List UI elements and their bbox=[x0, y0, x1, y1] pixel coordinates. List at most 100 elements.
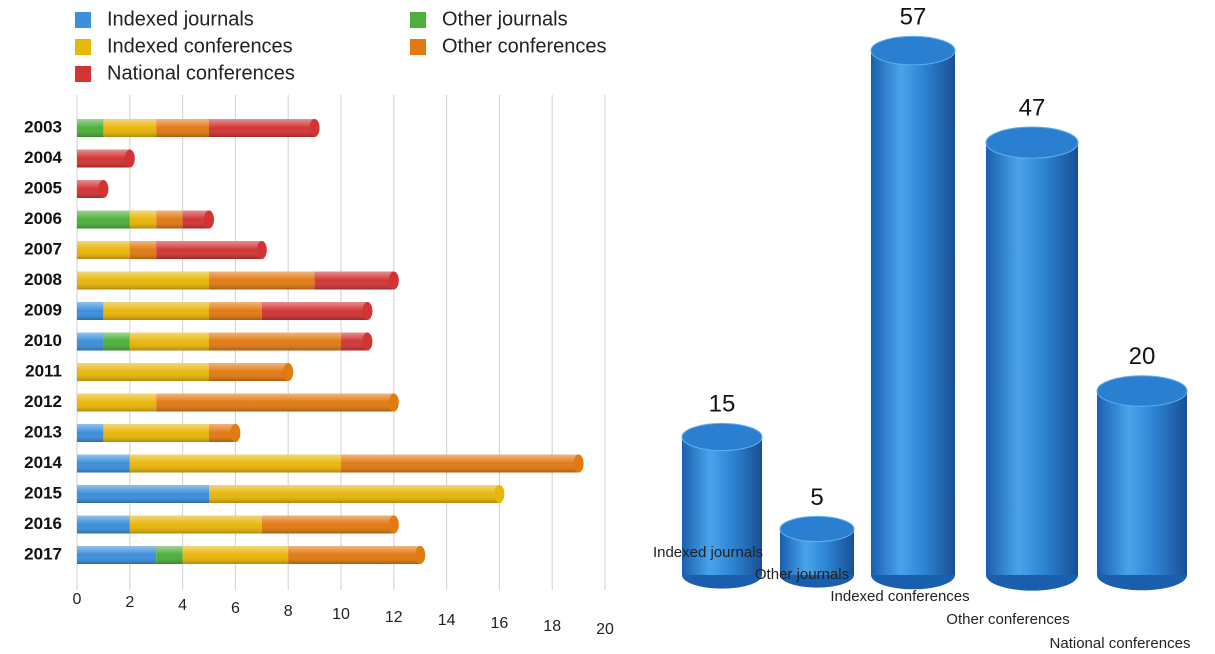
y-tick-label: 2006 bbox=[24, 209, 62, 228]
bar-gloss bbox=[77, 241, 130, 259]
bar-gloss bbox=[209, 363, 289, 381]
legend-swatch bbox=[75, 39, 91, 55]
bar-cap bbox=[388, 515, 399, 534]
y-tick-label: 2013 bbox=[24, 422, 62, 441]
y-tick-label: 2005 bbox=[24, 178, 62, 197]
bar-gloss bbox=[77, 393, 157, 412]
bar-gloss bbox=[77, 210, 130, 229]
value-label: 5 bbox=[810, 484, 823, 511]
category-label: Indexed conferences bbox=[830, 588, 969, 605]
legend-label: Indexed conferences bbox=[107, 35, 293, 57]
bar-gloss bbox=[129, 454, 341, 473]
legend-label: Indexed journals bbox=[107, 8, 254, 30]
y-tick-label: 2010 bbox=[24, 331, 62, 350]
bar-cap bbox=[256, 241, 267, 259]
bar-cap bbox=[388, 271, 399, 290]
bar-gloss bbox=[103, 302, 209, 320]
y-tick-label: 2004 bbox=[24, 148, 62, 167]
x-tick-label: 18 bbox=[543, 618, 561, 635]
cylinder-top bbox=[870, 35, 956, 66]
cylinder-top bbox=[985, 126, 1079, 159]
bar-gloss bbox=[77, 424, 104, 442]
value-label: 57 bbox=[900, 4, 927, 31]
bar-gloss bbox=[156, 119, 209, 137]
bar-gloss bbox=[261, 515, 394, 534]
bar-cap bbox=[283, 363, 294, 381]
bar-gloss bbox=[77, 363, 209, 381]
bar-cap bbox=[230, 424, 241, 442]
bar-gloss bbox=[288, 546, 421, 564]
value-label: 20 bbox=[1129, 343, 1156, 370]
y-tick-label: 2014 bbox=[24, 453, 62, 472]
x-tick-label: 8 bbox=[284, 603, 293, 620]
cylinder bbox=[871, 50, 955, 576]
bar-gloss bbox=[156, 393, 394, 412]
legend-label: Other journals bbox=[442, 8, 568, 30]
bar-gloss bbox=[77, 546, 157, 564]
y-tick-label: 2016 bbox=[24, 514, 62, 533]
bar-gloss bbox=[156, 241, 262, 259]
bar-gloss bbox=[209, 332, 341, 351]
cylinder bbox=[1097, 391, 1187, 575]
bar-gloss bbox=[341, 454, 579, 473]
y-tick-label: 2017 bbox=[24, 544, 62, 563]
bar-gloss bbox=[77, 485, 209, 503]
bar-cap bbox=[415, 546, 426, 564]
bar-gloss bbox=[209, 271, 315, 290]
value-label: 15 bbox=[709, 391, 736, 418]
bar-gloss bbox=[77, 515, 130, 534]
bar-cap bbox=[388, 393, 399, 412]
cylinder-top bbox=[1096, 375, 1188, 407]
category-label: Other journals bbox=[755, 566, 849, 583]
legend-swatch bbox=[75, 66, 91, 82]
x-tick-label: 2 bbox=[125, 594, 134, 611]
y-tick-label: 2008 bbox=[24, 270, 62, 289]
category-label: National conferences bbox=[1050, 635, 1191, 652]
x-tick-label: 20 bbox=[596, 621, 614, 638]
legend-label: Other conferences bbox=[442, 35, 607, 57]
x-tick-label: 0 bbox=[73, 591, 82, 608]
cylinder-top bbox=[779, 515, 855, 543]
bar-cap bbox=[494, 485, 505, 503]
y-tick-label: 2011 bbox=[25, 361, 62, 380]
y-tick-label: 2007 bbox=[24, 239, 62, 258]
x-tick-label: 10 bbox=[332, 606, 350, 623]
bar-cap bbox=[98, 180, 109, 198]
bar-gloss bbox=[156, 210, 183, 229]
bar-gloss bbox=[103, 424, 209, 442]
x-tick-label: 6 bbox=[231, 600, 240, 617]
bar-gloss bbox=[182, 210, 209, 229]
x-tick-label: 12 bbox=[385, 609, 403, 626]
bar-gloss bbox=[314, 271, 394, 290]
bar-gloss bbox=[77, 454, 130, 473]
value-label: 47 bbox=[1019, 94, 1046, 121]
bar-gloss bbox=[77, 332, 104, 351]
bar-gloss bbox=[77, 180, 104, 198]
bar-gloss bbox=[261, 302, 368, 320]
bar-gloss bbox=[182, 546, 289, 564]
bar-gloss bbox=[209, 485, 500, 503]
bar-cap bbox=[124, 149, 135, 168]
bar-gloss bbox=[209, 119, 315, 137]
bar-gloss bbox=[129, 515, 262, 534]
cylinder-top bbox=[681, 422, 763, 452]
x-tick-label: 4 bbox=[178, 597, 187, 614]
bar-gloss bbox=[129, 332, 209, 351]
bar-gloss bbox=[103, 332, 130, 351]
bar-gloss bbox=[77, 119, 104, 137]
bar-cap bbox=[309, 119, 320, 137]
bar-gloss bbox=[103, 119, 157, 137]
bar-gloss bbox=[341, 332, 368, 351]
category-label: Indexed journals bbox=[653, 544, 763, 561]
bar-cap bbox=[362, 332, 373, 351]
bar-gloss bbox=[77, 149, 130, 168]
x-tick-label: 16 bbox=[491, 615, 509, 632]
y-tick-label: 2015 bbox=[24, 483, 62, 502]
bar-gloss bbox=[209, 424, 236, 442]
bar-gloss bbox=[156, 546, 183, 564]
bar-gloss bbox=[209, 302, 262, 320]
cylinder bbox=[682, 437, 762, 575]
bar-cap bbox=[573, 454, 584, 473]
y-tick-label: 2009 bbox=[24, 300, 62, 319]
